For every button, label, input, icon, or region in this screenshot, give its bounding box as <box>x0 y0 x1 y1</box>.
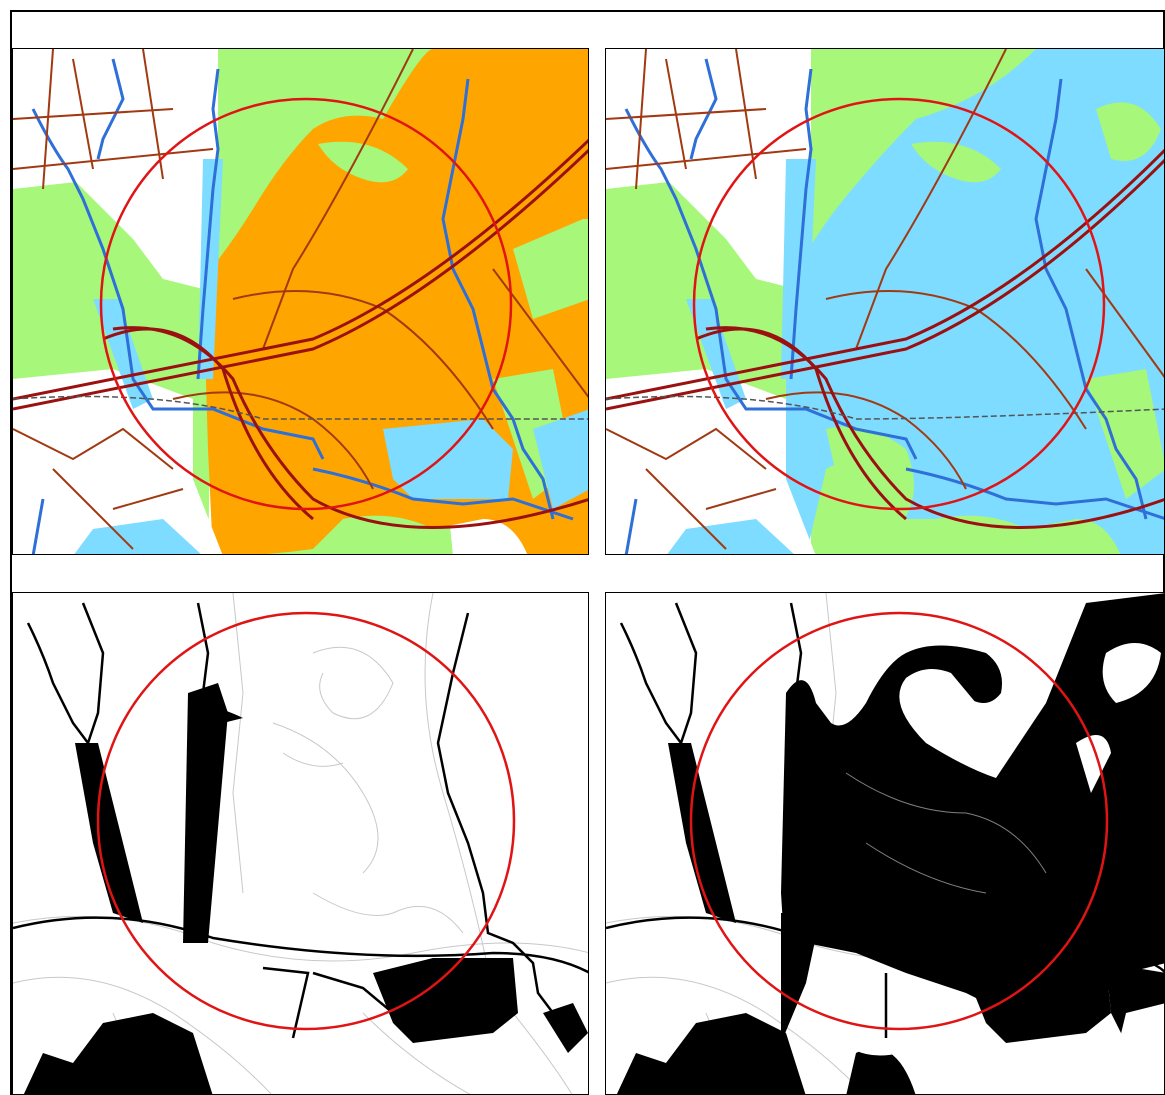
study-area-circle <box>96 611 516 1031</box>
map-panel-top-right <box>605 48 1165 555</box>
railway <box>606 395 1164 420</box>
study-area-circle <box>692 97 1106 511</box>
map-canvas <box>13 49 588 554</box>
green-island <box>318 141 408 183</box>
mask-panel-bottom-right <box>605 592 1165 1095</box>
river-lines <box>13 602 588 1039</box>
rivers <box>624 58 1164 554</box>
water-mask <box>23 683 588 1094</box>
green-island <box>513 219 588 319</box>
green-island <box>1096 102 1161 161</box>
railway <box>13 395 588 420</box>
map-canvas <box>606 49 1164 554</box>
green-strip <box>1086 369 1164 499</box>
map-panel-top-left <box>12 48 589 555</box>
mask-panel-bottom-left <box>12 592 589 1095</box>
water-bodies <box>74 159 588 554</box>
rivers <box>31 58 574 554</box>
green-island <box>911 141 1001 183</box>
dry-islands <box>826 610 1164 1094</box>
urban-areas <box>13 49 223 554</box>
study-area-circle <box>689 611 1109 1031</box>
mask-canvas <box>13 593 588 1094</box>
river-lines <box>606 602 1164 1038</box>
study-area-circle <box>99 97 513 511</box>
roads <box>13 49 588 550</box>
roads <box>606 49 1164 550</box>
contour-over-mask <box>845 772 1047 894</box>
highways <box>606 148 1164 529</box>
flooded-area <box>786 49 1164 554</box>
mask-canvas <box>606 593 1164 1094</box>
